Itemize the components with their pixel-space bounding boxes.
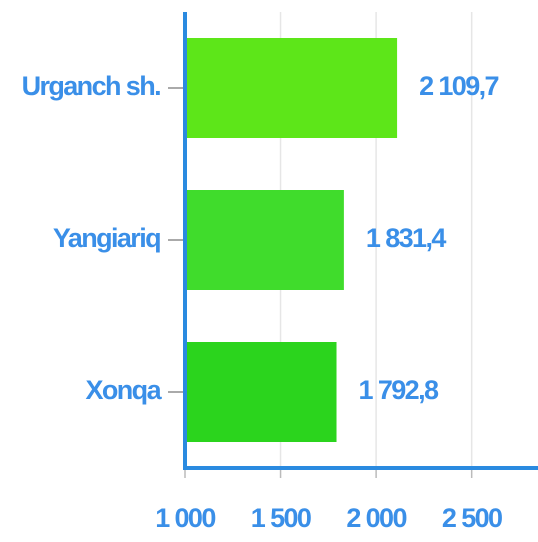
x-tick-label: 2 500 xyxy=(442,503,502,533)
value-label: 1 831,4 xyxy=(366,223,446,253)
y-tick-label: Xonqa xyxy=(85,375,162,405)
x-tick-label: 1 500 xyxy=(251,503,311,533)
bar xyxy=(185,342,337,442)
bar xyxy=(185,38,398,138)
y-tick-label: Urganch sh. xyxy=(22,71,161,101)
x-tick-label: 1 000 xyxy=(155,503,215,533)
value-label: 1 792,8 xyxy=(359,375,439,405)
x-tick-label: 2 000 xyxy=(346,503,406,533)
bar xyxy=(185,190,344,290)
value-label: 2 109,7 xyxy=(419,71,498,101)
y-tick-label: Yangiariq xyxy=(53,223,160,253)
